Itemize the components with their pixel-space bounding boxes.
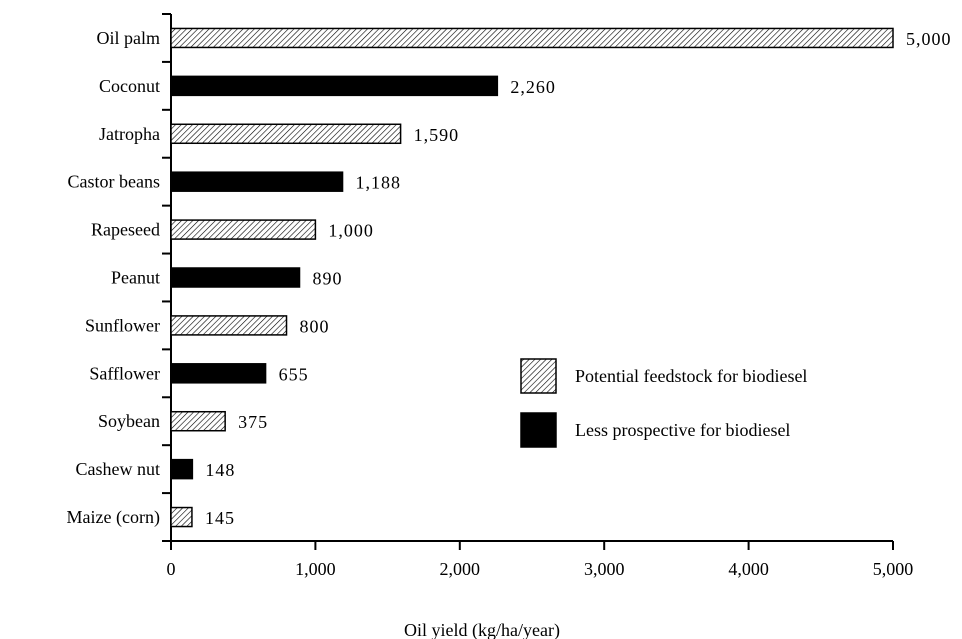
- legend-swatch-potential: [520, 358, 557, 394]
- axes: 0 1,000 2,000 3,000 4,000 5,000: [162, 13, 914, 579]
- x-tick-label: 2,000: [440, 559, 481, 579]
- legend: Potential feedstock for biodiesel Less pr…: [520, 358, 807, 448]
- value-label: 1,000: [328, 221, 374, 241]
- x-axis-title: Oil yield (kg/ha/year): [404, 620, 560, 639]
- category-label: Coconut: [99, 76, 160, 96]
- category-label: Oil palm: [97, 28, 161, 48]
- bar-maize-corn: [170, 506, 193, 528]
- x-tick-label: 3,000: [584, 559, 625, 579]
- x-tick-label: 5,000: [873, 559, 914, 579]
- bar-peanut: [170, 267, 301, 288]
- category-label: Peanut: [111, 268, 160, 288]
- value-label: 145: [205, 508, 235, 528]
- bars-group: [170, 27, 894, 528]
- bar-soybean: [170, 410, 226, 432]
- category-label: Soybean: [98, 411, 160, 431]
- value-label: 1,590: [414, 125, 460, 145]
- value-label: 890: [313, 269, 343, 289]
- category-label: Cashew nut: [76, 459, 161, 479]
- labels-group: Oil palm 5,000 Coconut 2,260 Jatropha 1,590 Ca…: [67, 28, 952, 528]
- value-label: 5,000: [906, 29, 952, 49]
- value-label: 800: [300, 316, 330, 336]
- category-label: Maize (corn): [67, 507, 160, 528]
- x-tick-label: 4,000: [728, 559, 769, 579]
- bar-rapeseed: [170, 219, 317, 240]
- category-label: Castor beans: [68, 172, 160, 192]
- bar-cashew-nut: [170, 458, 194, 480]
- category-label: Rapeseed: [91, 220, 160, 240]
- bar-castor-beans: [170, 171, 344, 192]
- bar-safflower: [170, 363, 267, 384]
- legend-swatch-less: [520, 412, 557, 448]
- x-tick-label: 0: [167, 559, 176, 579]
- legend-label-less: Less prospective for biodiesel: [575, 420, 790, 440]
- bar-jatropha: [170, 123, 402, 145]
- category-label: Sunflower: [85, 315, 160, 335]
- bar-coconut: [170, 75, 499, 97]
- value-label: 655: [279, 364, 309, 384]
- value-label: 2,260: [510, 77, 556, 97]
- category-label: Jatropha: [99, 124, 160, 144]
- value-label: 375: [238, 412, 268, 432]
- x-tick-label: 1,000: [295, 559, 336, 579]
- category-label: Safflower: [89, 363, 160, 383]
- value-label: 1,188: [356, 173, 402, 193]
- legend-label-potential: Potential feedstock for biodiesel: [575, 366, 807, 386]
- bar-sunflower: [170, 315, 288, 336]
- value-label: 148: [205, 460, 235, 480]
- bar-oil-palm: [170, 27, 894, 49]
